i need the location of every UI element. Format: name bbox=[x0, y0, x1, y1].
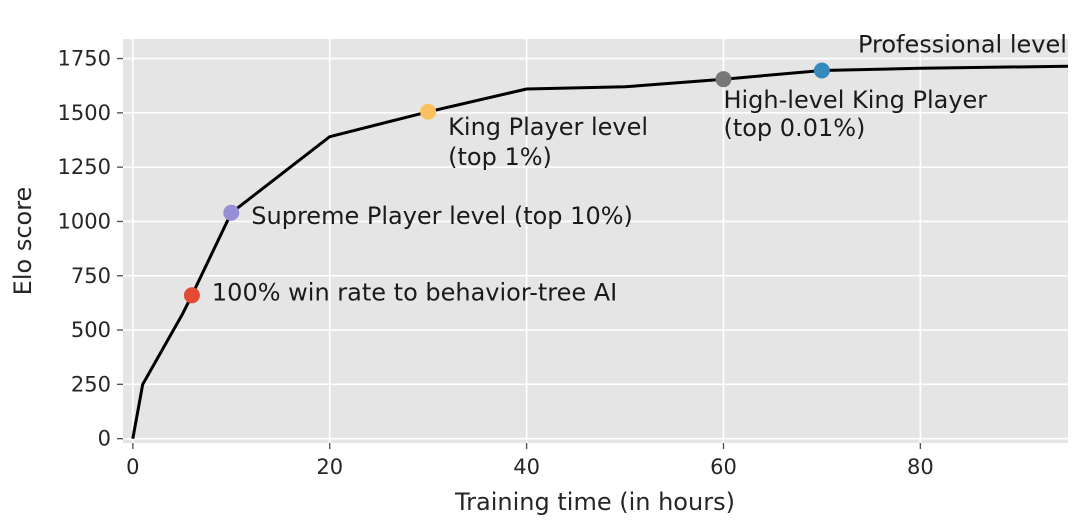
y-tick-label: 0 bbox=[98, 427, 111, 451]
milestone-marker bbox=[715, 71, 732, 88]
y-tick-label: 1500 bbox=[58, 101, 111, 125]
y-axis-label: Elo score bbox=[9, 187, 37, 296]
x-tick-label: 60 bbox=[710, 455, 737, 479]
markers-group bbox=[183, 62, 830, 304]
milestone-label: Supreme Player level (top 10%) bbox=[251, 202, 633, 230]
x-tick-label: 80 bbox=[907, 455, 934, 479]
milestone-label: Professional level bbox=[858, 30, 1067, 58]
x-tick-label: 40 bbox=[513, 455, 540, 479]
milestone-marker bbox=[420, 103, 437, 120]
plot-background bbox=[123, 39, 1068, 443]
y-tick-label: 1750 bbox=[58, 47, 111, 71]
milestone-sublabel: (top 0.01%) bbox=[723, 114, 865, 142]
milestone-marker bbox=[183, 287, 200, 304]
x-tick-label: 20 bbox=[316, 455, 343, 479]
milestone-label: 100% win rate to behavior-tree AI bbox=[212, 278, 617, 306]
gridlines bbox=[123, 39, 1068, 443]
milestone-sublabel: (top 1%) bbox=[448, 143, 552, 171]
y-tick-label: 1000 bbox=[58, 209, 111, 233]
milestone-marker bbox=[223, 204, 240, 221]
x-axis-label: Training time (in hours) bbox=[454, 488, 735, 516]
milestone-marker bbox=[813, 62, 830, 79]
x-axis-ticks: 0 20 40 60 80 bbox=[126, 443, 934, 479]
y-tick-label: 750 bbox=[71, 264, 111, 288]
y-tick-label: 250 bbox=[71, 372, 111, 396]
milestone-label: King Player level bbox=[448, 113, 648, 141]
y-axis-ticks: 0 250 500 750 1000 1250 1500 1750 bbox=[58, 47, 123, 451]
y-tick-label: 1250 bbox=[58, 155, 111, 179]
y-tick-label: 500 bbox=[71, 318, 111, 342]
annotations-group: 100% win rate to behavior-tree AI Supreme… bbox=[212, 30, 1067, 306]
x-tick-label: 0 bbox=[126, 455, 139, 479]
milestone-label: High-level King Player bbox=[723, 86, 987, 114]
